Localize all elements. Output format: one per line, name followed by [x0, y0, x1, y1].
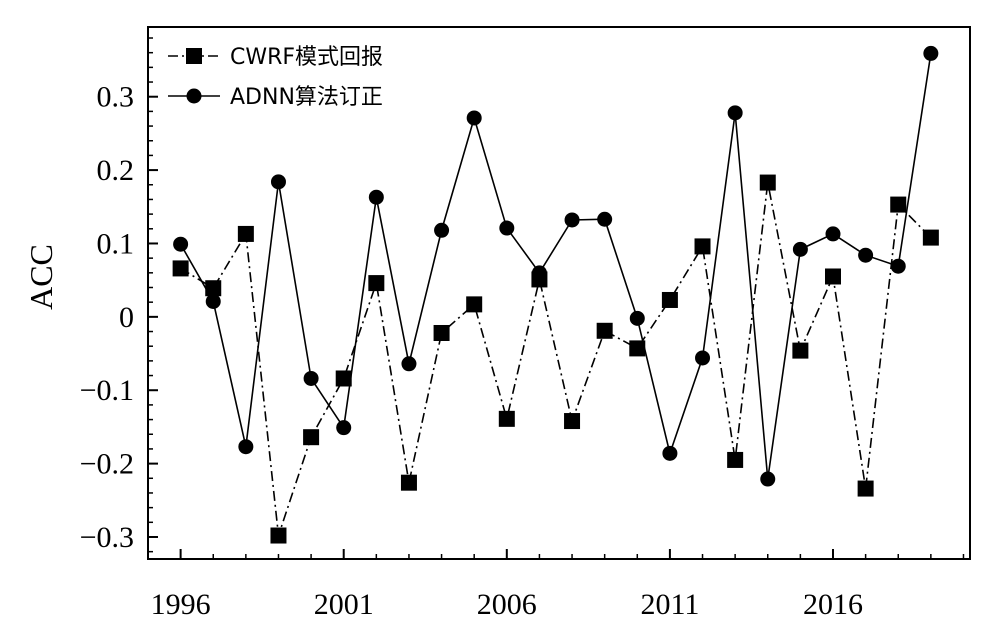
y-tick-label: −0.2 — [80, 448, 134, 481]
circle-marker — [662, 445, 678, 461]
circle-marker — [173, 236, 189, 252]
square-marker — [270, 527, 287, 544]
series-line-2 — [179, 53, 932, 480]
circle-marker — [727, 105, 743, 121]
square-marker — [172, 260, 189, 277]
circle-marker — [270, 174, 286, 190]
y-tick-label: −0.1 — [80, 374, 134, 407]
circle-marker — [434, 222, 450, 238]
circle-marker — [858, 247, 874, 263]
y-tick-label: 0.1 — [97, 227, 135, 260]
square-marker — [205, 280, 222, 297]
legend-label-2: ADNN算法订正 — [230, 85, 383, 110]
x-tick-label: 1996 — [151, 588, 211, 621]
y-tick-label: 0.3 — [97, 81, 135, 114]
axis-ticks: 0.3 0.2 0.1 0 −0.1 −0.2 −0.3 1996 2001 2006 2011 20… — [80, 37, 965, 621]
square-marker — [237, 225, 254, 242]
square-marker — [727, 451, 744, 468]
square-marker — [498, 410, 515, 427]
square-marker — [303, 429, 320, 446]
x-tick-label: 2016 — [803, 588, 863, 621]
circle-marker — [695, 350, 711, 366]
legend-label-1: CWRF模式回报 — [230, 45, 383, 70]
circle-marker — [238, 439, 254, 455]
square-marker — [922, 229, 939, 246]
square-marker — [335, 370, 352, 387]
circle-marker — [466, 110, 482, 126]
circle-marker — [597, 211, 613, 227]
x-tick-label: 2011 — [640, 588, 699, 621]
circle-marker — [401, 356, 417, 372]
square-marker — [792, 342, 809, 359]
x-tick-label: 2006 — [477, 588, 537, 621]
square-marker — [400, 474, 417, 491]
circle-marker — [336, 420, 352, 436]
plot-frame — [147, 26, 971, 560]
legend: CWRF模式回报 ADNN算法订正 — [168, 45, 383, 110]
circle-marker — [792, 241, 808, 257]
circle-marker — [368, 189, 384, 205]
y-tick-label: 0.2 — [97, 154, 135, 187]
series-layer — [172, 45, 939, 544]
legend-square-marker — [186, 48, 202, 64]
y-tick-label: −0.3 — [80, 521, 134, 554]
circle-marker — [564, 212, 580, 228]
circle-marker — [825, 226, 841, 242]
y-tick-label: 0 — [119, 301, 134, 334]
square-marker — [890, 196, 907, 213]
square-marker — [759, 174, 776, 191]
square-marker — [694, 238, 711, 255]
square-marker — [564, 413, 581, 430]
square-marker — [629, 340, 646, 357]
square-marker — [857, 480, 874, 497]
square-marker — [661, 291, 678, 308]
circle-marker — [499, 220, 515, 236]
circle-marker — [303, 370, 319, 386]
series-line-1 — [180, 182, 932, 536]
legend-circle-marker — [186, 88, 202, 104]
square-marker — [433, 324, 450, 341]
circle-marker — [760, 471, 776, 487]
circle-marker — [629, 310, 645, 326]
y-axis-label: ACC — [23, 244, 59, 310]
square-marker — [368, 275, 385, 292]
circle-marker — [205, 293, 221, 309]
square-marker — [596, 322, 613, 339]
square-marker — [466, 296, 483, 313]
x-tick-label: 2001 — [314, 588, 374, 621]
circle-marker — [923, 45, 939, 61]
square-marker — [825, 268, 841, 285]
circle-marker — [531, 265, 547, 281]
circle-marker — [890, 258, 906, 274]
